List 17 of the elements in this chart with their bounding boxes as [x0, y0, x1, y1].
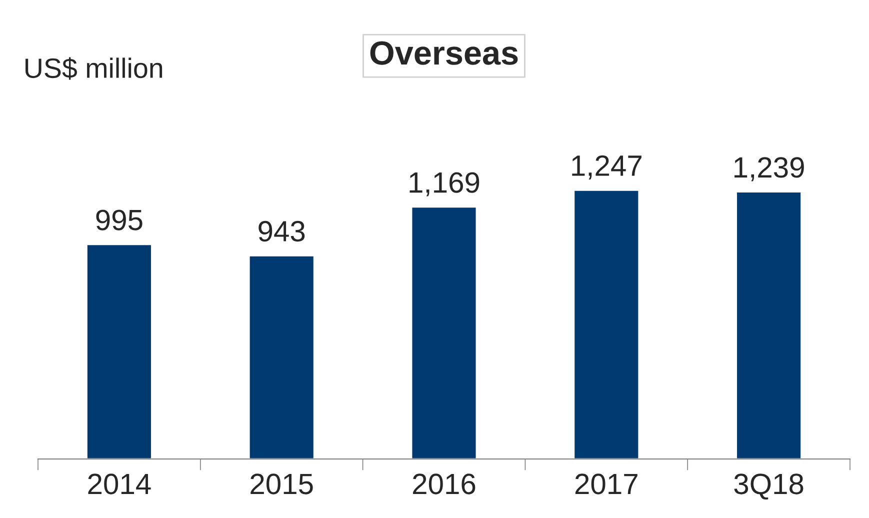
data-label: 1,247: [572, 155, 642, 180]
y-axis-title: US$ million: [26, 57, 162, 80]
bar: [410, 206, 478, 459]
data-label: 943: [258, 220, 305, 242]
x-tick-label: 2014: [88, 474, 151, 494]
bar: [248, 254, 315, 459]
x-tick-label: 2017: [575, 474, 638, 494]
bar: [86, 244, 152, 459]
x-tick-label: 3Q18: [734, 474, 804, 500]
data-label: 1,169: [410, 172, 480, 196]
data-label: 995: [96, 210, 142, 230]
x-tick-label: 2015: [250, 474, 313, 494]
data-label: 1,239: [734, 157, 804, 182]
chart-title: Overseas: [370, 41, 518, 65]
x-tick-label: 2016: [413, 474, 476, 494]
bar: [573, 189, 640, 459]
bar: [736, 191, 802, 459]
